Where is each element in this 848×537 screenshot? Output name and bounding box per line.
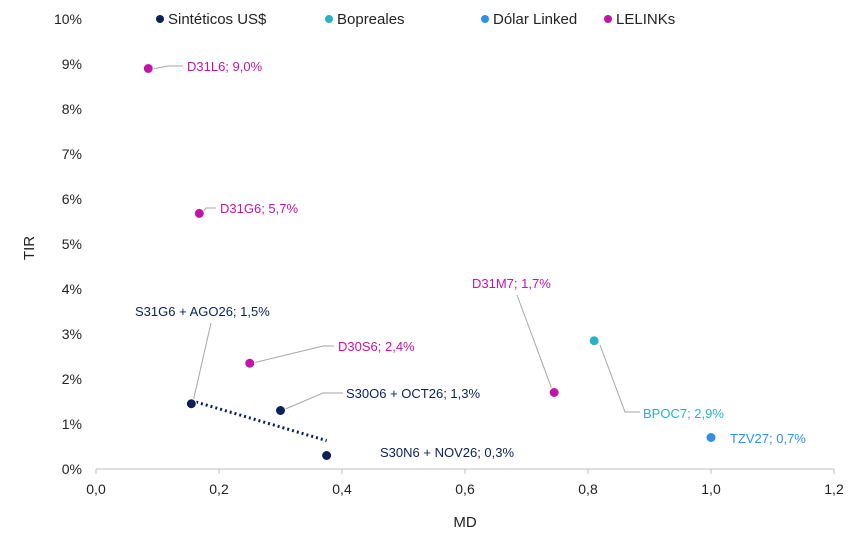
data-label: D30S6; 2,4%: [338, 339, 415, 354]
y-tick-label: 7%: [62, 146, 82, 162]
leader-line: [600, 345, 640, 412]
legend-entry: Sintéticos US$: [168, 11, 267, 28]
y-tick-label: 10%: [54, 11, 82, 27]
x-tick-label: 0,4: [332, 481, 352, 497]
y-tick-label: 9%: [62, 56, 82, 72]
y-tick-label: 5%: [62, 236, 82, 252]
legend-marker: [156, 15, 164, 23]
data-point: [245, 358, 255, 368]
y-axis-title: TIR: [21, 236, 38, 260]
x-tick-label: 1,0: [701, 481, 721, 497]
y-tick-label: 2%: [62, 371, 82, 387]
data-label: S30N6 + NOV26; 0,3%: [380, 445, 514, 460]
y-axis: 0% 1% 2% 3% 4% 5% 6% 7% 8% 9% 10%: [54, 11, 82, 477]
legend-entry: LELINKs: [616, 11, 675, 28]
data-label: TZV27; 0,7%: [730, 431, 806, 446]
x-tick-label: 0,8: [578, 481, 598, 497]
data-label: D31G6; 5,7%: [220, 201, 298, 216]
data-label: D31M7; 1,7%: [472, 276, 551, 291]
data-labels-layer: S31G6 + AGO26; 1,5% S30O6 + OCT26; 1,3% S3…: [135, 59, 806, 460]
y-tick-label: 6%: [62, 191, 82, 207]
leader-line: [193, 323, 211, 402]
y-tick-label: 4%: [62, 281, 82, 297]
data-point: [589, 336, 599, 346]
leader-line: [517, 295, 553, 392]
leader-lines-layer: [152, 66, 640, 412]
y-tick-label: 0%: [62, 461, 82, 477]
data-point: [143, 64, 153, 74]
data-point: [549, 388, 559, 398]
legend-marker: [481, 15, 489, 23]
x-axis: 0,0 0,2 0,4 0,6 0,8 1,0 1,2: [86, 469, 844, 497]
data-point: [186, 399, 196, 409]
x-tick-label: 1,2: [824, 481, 844, 497]
legend-marker: [325, 15, 333, 23]
legend-entry: Dólar Linked: [493, 11, 577, 28]
trendline: [191, 401, 326, 441]
leader-line: [283, 393, 343, 410]
data-point: [322, 451, 332, 461]
leader-line: [152, 66, 183, 69]
data-point: [194, 208, 204, 218]
data-label: BPOC7; 2,9%: [643, 406, 724, 421]
data-point: [706, 433, 716, 443]
legend: Sintéticos US$ Bopreales Dólar Linked LELIN…: [156, 11, 675, 28]
legend-entry: Bopreales: [337, 11, 405, 28]
x-tick-label: 0,2: [209, 481, 229, 497]
x-tick-label: 0,6: [455, 481, 475, 497]
trendline-layer: [191, 401, 326, 441]
data-label: S30O6 + OCT26; 1,3%: [346, 386, 480, 401]
x-tick-label: 0,0: [86, 481, 106, 497]
data-label: S31G6 + AGO26; 1,5%: [135, 304, 270, 319]
y-tick-label: 8%: [62, 101, 82, 117]
data-label: D31L6; 9,0%: [187, 59, 263, 74]
y-tick-label: 3%: [62, 326, 82, 342]
legend-marker: [604, 15, 612, 23]
y-tick-label: 1%: [62, 416, 82, 432]
x-axis-title: MD: [453, 514, 476, 531]
data-point: [276, 406, 286, 416]
leader-line: [253, 346, 334, 363]
